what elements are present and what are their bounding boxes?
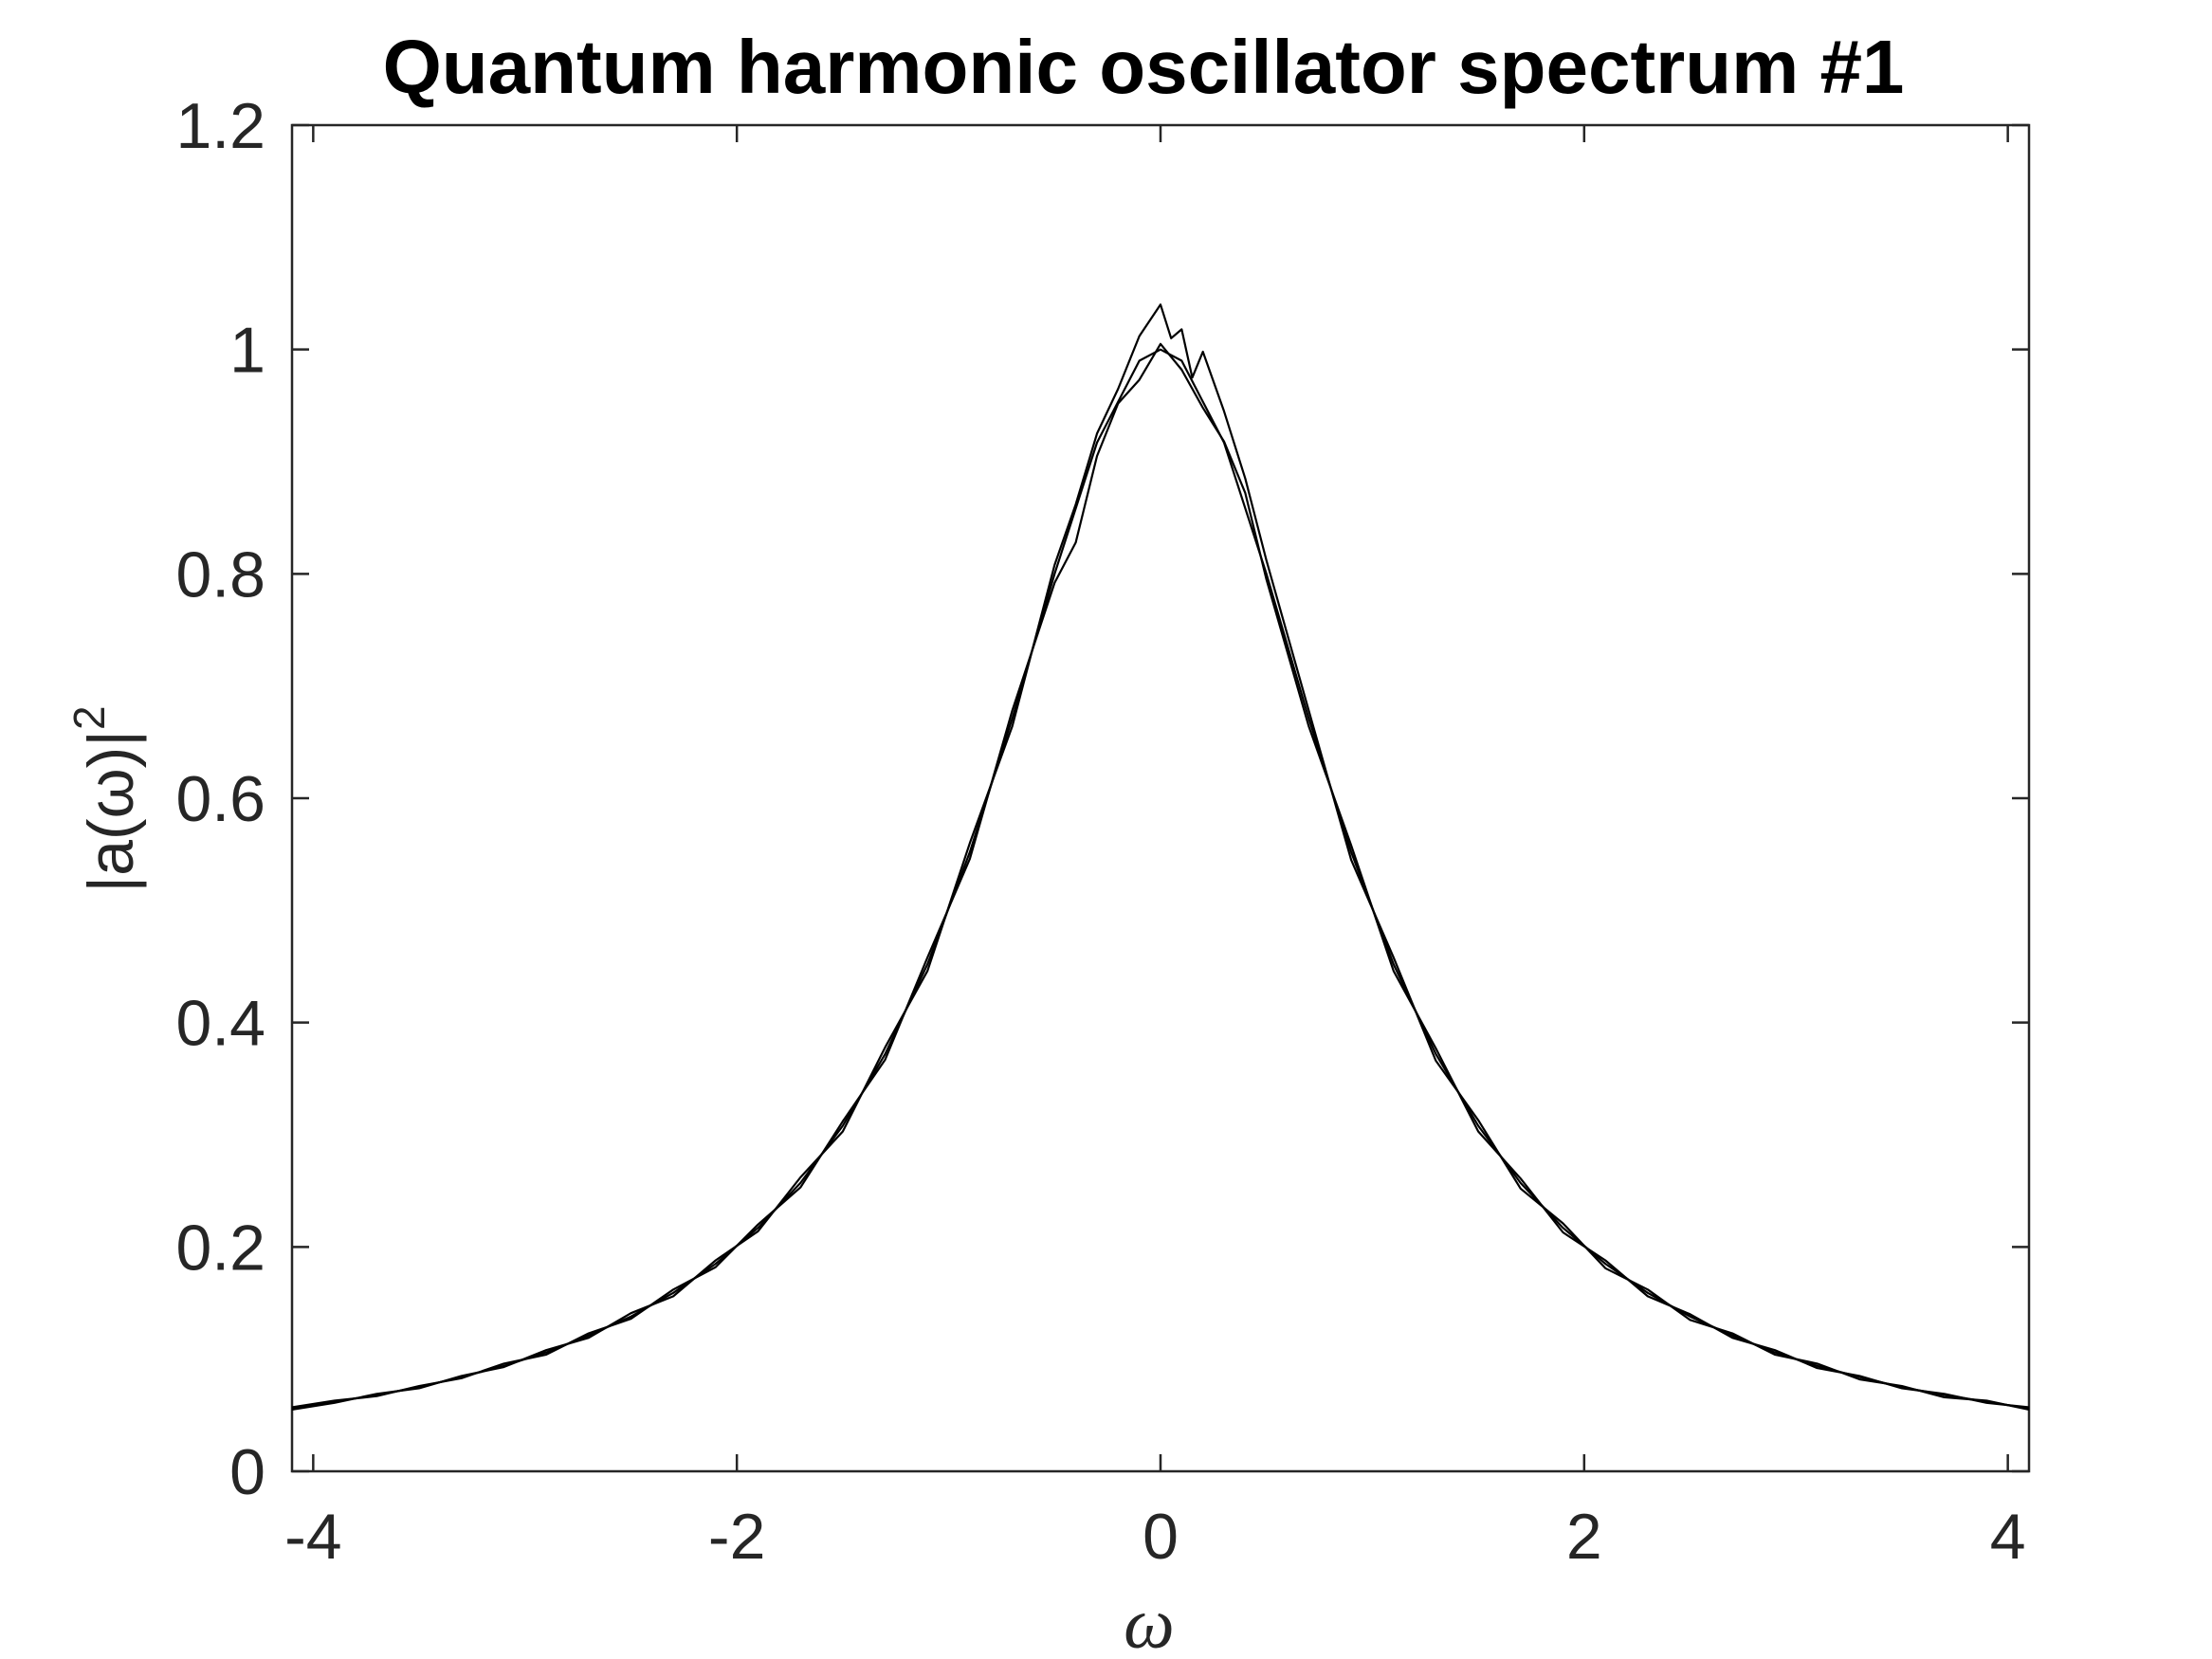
x-axis-label: ω: [1124, 1584, 1175, 1659]
y-axis-label: |a(ω)|2: [64, 705, 147, 892]
y-tick-label-1: 0.2: [175, 1212, 265, 1284]
y-tick-label-2: 0.4: [175, 988, 265, 1060]
x-tick-label-2: 0: [1143, 1501, 1179, 1573]
y-tick-label-6: 1.2: [175, 90, 265, 162]
y-axis-label-superscript: 2: [64, 705, 114, 730]
x-axis-ticks: -4 -2 0 2 4: [284, 125, 2026, 1573]
chart-title: Quantum harmonic oscillator spectrum #1: [383, 25, 1905, 109]
x-tick-label-3: 2: [1566, 1501, 1602, 1573]
y-tick-label-0: 0: [229, 1436, 265, 1508]
x-tick-label-4: 4: [1990, 1501, 2026, 1573]
x-tick-label-1: -2: [708, 1501, 765, 1573]
series-line-1: [291, 303, 2030, 1411]
series-line-0: [291, 348, 2030, 1410]
y-axis-ticks: 0 0.2 0.4 0.6 0.8 1 1.2: [175, 90, 2029, 1508]
x-tick-label-0: -4: [284, 1501, 341, 1573]
y-tick-label-4: 0.8: [175, 538, 265, 611]
series-group: [291, 303, 2030, 1411]
plot-area: -4 -2 0 2 4 0 0.2 0.4 0.6 0.8 1 1.2: [175, 90, 2031, 1573]
series-line-2: [291, 342, 2030, 1409]
y-tick-label-3: 0.6: [175, 763, 265, 835]
y-axis-label-main: |a(ω)|: [75, 730, 147, 893]
y-tick-label-5: 1: [229, 315, 265, 387]
